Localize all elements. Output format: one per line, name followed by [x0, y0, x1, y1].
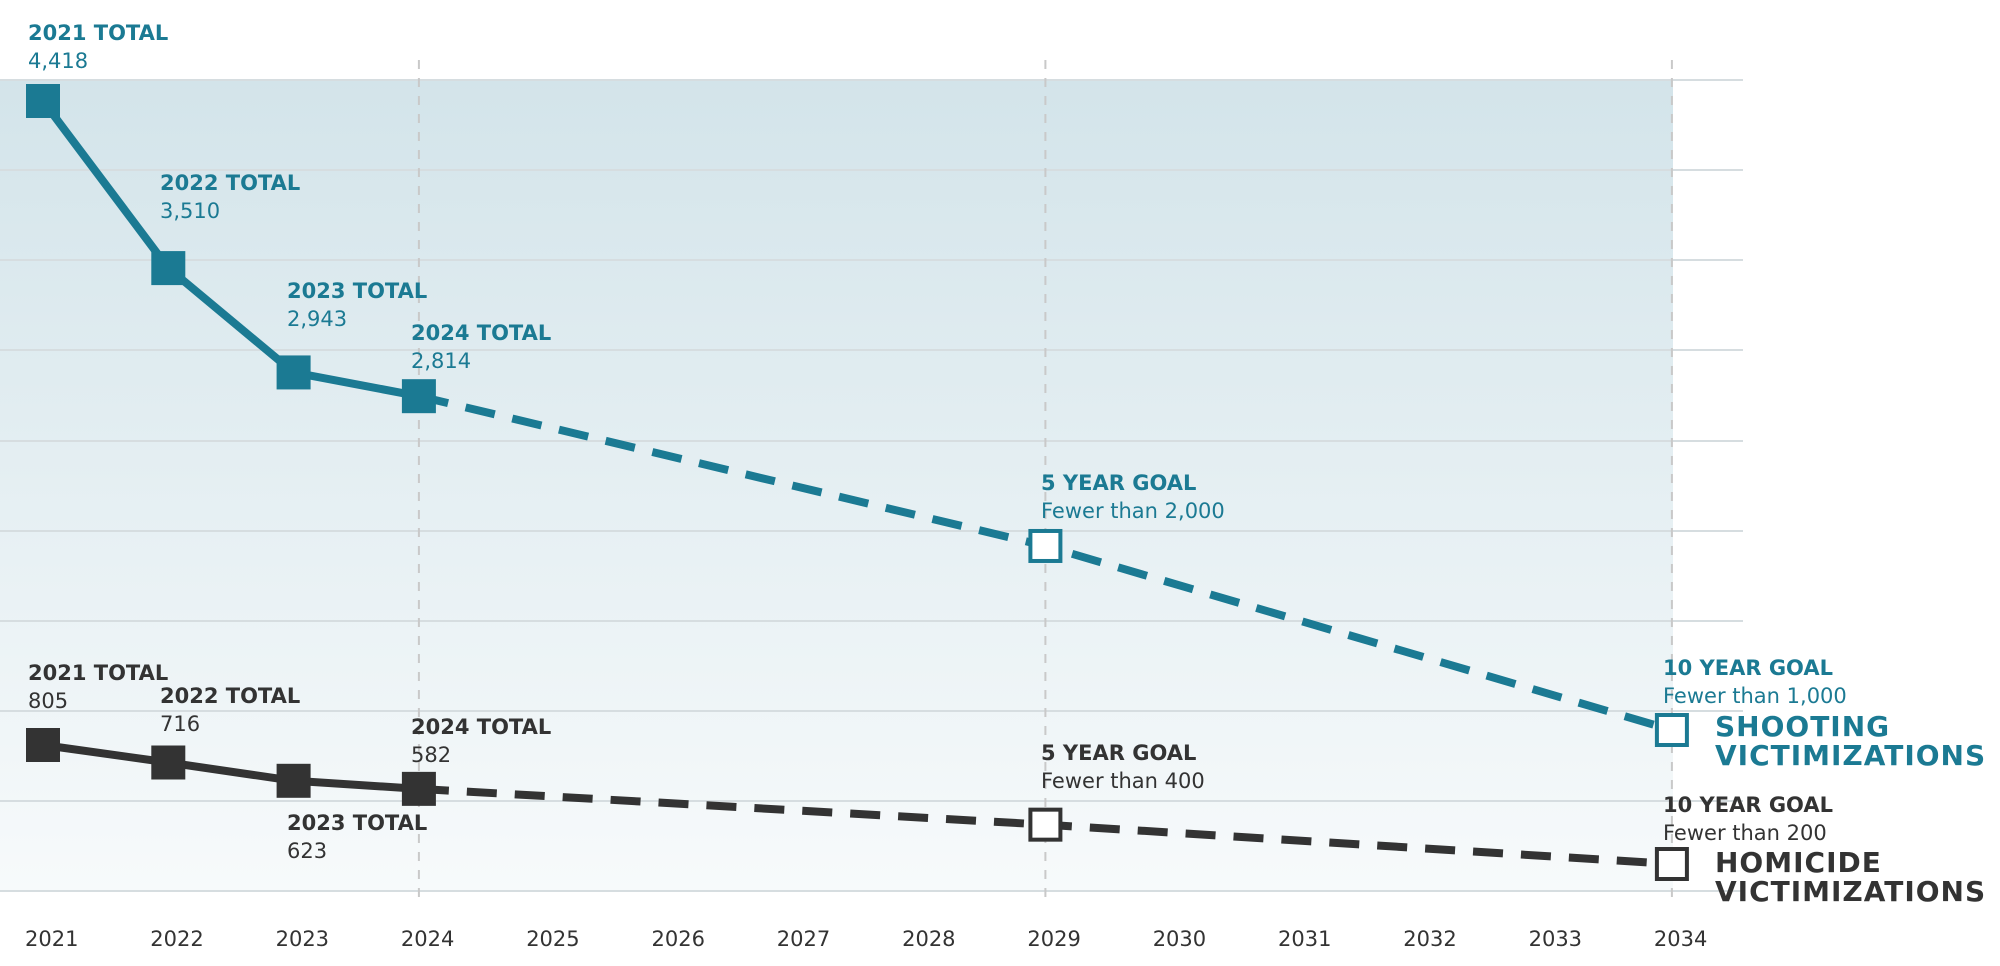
- data-point-2024: [401, 771, 436, 806]
- total-label-value: 623: [287, 839, 327, 863]
- x-tick-label: 2022: [150, 927, 203, 951]
- plot-background-band: [0, 80, 1673, 890]
- x-tick-label: 2023: [276, 927, 329, 951]
- point-labels: 2021 TOTAL 4,418 2022 TOTAL 3,510 2023 TOTAL…: [28, 21, 1847, 863]
- x-tick-label: 2021: [25, 927, 78, 951]
- x-tick-label: 2028: [902, 927, 955, 951]
- series-name-label: VICTIMIZATIONS: [1715, 875, 1986, 908]
- total-label-value: 2,943: [287, 307, 347, 331]
- total-label-head: 2023 TOTAL: [287, 811, 427, 835]
- series-name-label: VICTIMIZATIONS: [1715, 739, 1986, 772]
- total-label-value: 2,814: [411, 349, 471, 373]
- total-label-value: 716: [160, 712, 200, 736]
- total-label-head: 2022 TOTAL: [160, 684, 300, 708]
- total-label-value: 4,418: [28, 49, 88, 73]
- x-tick-label: 2029: [1027, 927, 1080, 951]
- total-label-value: 805: [28, 689, 68, 713]
- x-tick-label: 2032: [1403, 927, 1456, 951]
- series-names: SHOOTINGVICTIMIZATIONSHOMICIDEVICTIMIZAT…: [1715, 710, 1986, 908]
- x-tick-label: 2030: [1153, 927, 1206, 951]
- series-name-label: HOMICIDE: [1715, 846, 1882, 879]
- x-tick-label: 2025: [526, 927, 579, 951]
- goal-label-value: Fewer than 1,000: [1663, 684, 1847, 708]
- data-point-2022: [151, 745, 186, 780]
- goal-label-value: Fewer than 400: [1041, 769, 1205, 793]
- data-point-2022: [151, 251, 186, 286]
- goal-label-value: Fewer than 200: [1663, 821, 1827, 845]
- x-tick-label: 2024: [401, 927, 454, 951]
- total-label-head: 2021 TOTAL: [28, 21, 168, 45]
- data-point-2021: [26, 84, 60, 118]
- total-label-head: 2023 TOTAL: [287, 279, 427, 303]
- goal-point-2029: [1028, 528, 1063, 563]
- total-label-head: 2022 TOTAL: [160, 171, 300, 195]
- series-shooting: [26, 84, 1689, 747]
- total-label-head: 2024 TOTAL: [411, 321, 551, 345]
- series-name-label: SHOOTING: [1715, 710, 1890, 743]
- total-label-value: 582: [411, 743, 451, 767]
- goal-label-head: 10 YEAR GOAL: [1663, 656, 1833, 680]
- goal-label-head: 5 YEAR GOAL: [1041, 741, 1196, 765]
- data-point-2023: [276, 355, 311, 390]
- year-reference-lines: [417, 60, 1673, 900]
- series-group: [26, 84, 1689, 881]
- goal-point-2029: [1028, 807, 1063, 842]
- goal-point-2034: [1654, 713, 1689, 747]
- x-axis-ticks: 2021 2022 2023 2024 2025 2026 2027 2028 2029 2030…: [25, 927, 1707, 951]
- total-label-head: 2021 TOTAL: [28, 661, 168, 685]
- series-homicide: [26, 728, 1689, 881]
- total-label-head: 2024 TOTAL: [411, 715, 551, 739]
- goal-point-2034: [1654, 847, 1689, 881]
- total-label-value: 3,510: [160, 199, 220, 223]
- x-tick-label: 2034: [1654, 927, 1707, 951]
- goal-label-value: Fewer than 2,000: [1041, 499, 1225, 523]
- goal-label-head: 5 YEAR GOAL: [1041, 471, 1196, 495]
- data-point-2024: [401, 379, 436, 414]
- x-tick-label: 2027: [777, 927, 830, 951]
- x-tick-label: 2026: [652, 927, 705, 951]
- data-point-2021: [26, 728, 60, 762]
- x-tick-label: 2033: [1529, 927, 1582, 951]
- gridlines: [0, 79, 1743, 892]
- x-tick-label: 2031: [1278, 927, 1331, 951]
- data-point-2023: [276, 763, 311, 798]
- series-line-actual: [42, 741, 420, 793]
- goal-label-head: 10 YEAR GOAL: [1663, 793, 1833, 817]
- series-line-actual: [39, 98, 420, 401]
